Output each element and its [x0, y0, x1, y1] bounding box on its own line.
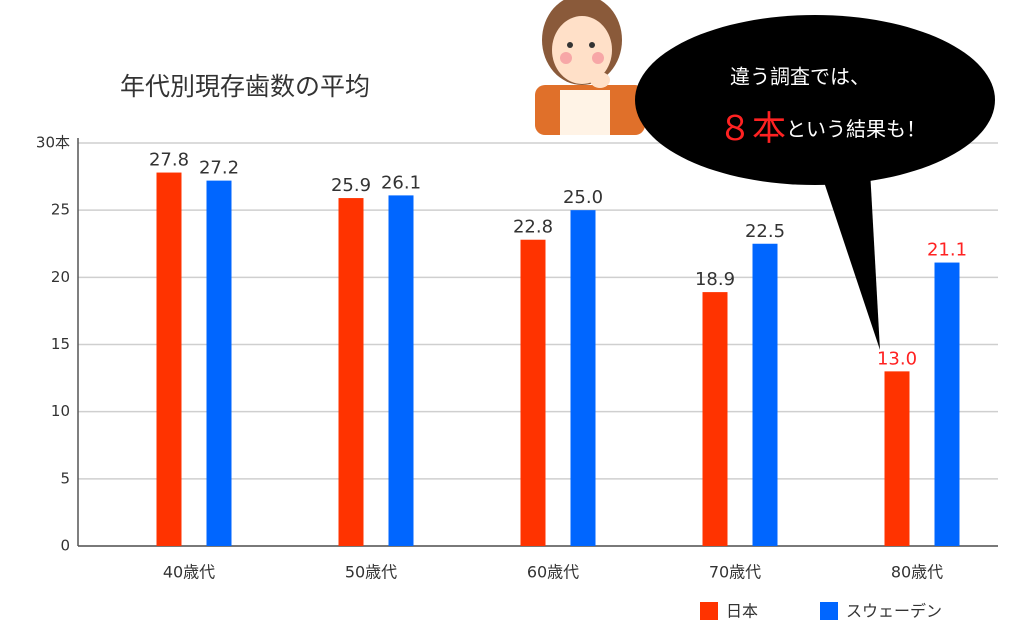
value-label: 27.8 [149, 150, 189, 171]
bar [934, 262, 960, 546]
bar [702, 292, 728, 546]
y-tick-label: 30本 [36, 134, 70, 152]
bar [884, 371, 910, 546]
legend-swatch [820, 602, 838, 620]
bar [388, 195, 414, 546]
value-label: 26.1 [381, 172, 421, 193]
bar [156, 172, 182, 546]
legend-label: スウェーデン [846, 602, 942, 621]
value-label: 25.9 [331, 175, 371, 196]
chart-title: 年代別現存歯数の平均 [120, 72, 370, 101]
y-tick-label: 10 [51, 402, 70, 420]
value-label: 13.0 [877, 348, 917, 369]
legend-label: 日本 [726, 602, 758, 621]
value-label: 22.5 [745, 221, 785, 242]
value-label: 21.1 [927, 240, 967, 261]
y-tick-label: 25 [51, 201, 70, 219]
annotation: ８本という結果も！ [718, 109, 926, 149]
speech-bubble [635, 15, 995, 350]
value-label: 18.9 [695, 269, 735, 290]
y-tick-label: 15 [51, 335, 70, 353]
annotation-line1: 違う調査では、 [730, 65, 870, 89]
x-tick-label: 70歳代 [709, 563, 761, 582]
annotation-highlight: ８本 [718, 109, 786, 149]
value-label: 22.8 [513, 217, 553, 238]
bar [752, 243, 778, 546]
y-tick-label: 20 [51, 268, 70, 286]
x-tick-label: 80歳代 [891, 563, 943, 582]
value-label: 27.2 [199, 158, 239, 179]
annotation-line2: という結果も！ [786, 117, 926, 141]
bar [338, 198, 364, 546]
x-tick-label: 40歳代 [163, 563, 215, 582]
bar [520, 239, 546, 546]
bar [206, 180, 232, 546]
bar [570, 210, 596, 546]
person-icon [535, 0, 645, 135]
y-tick-label: 0 [60, 537, 70, 555]
y-tick-label: 5 [60, 469, 70, 487]
x-tick-label: 60歳代 [527, 563, 579, 582]
value-label: 25.0 [563, 187, 603, 208]
legend-swatch [700, 602, 718, 620]
x-tick-label: 50歳代 [345, 563, 397, 582]
